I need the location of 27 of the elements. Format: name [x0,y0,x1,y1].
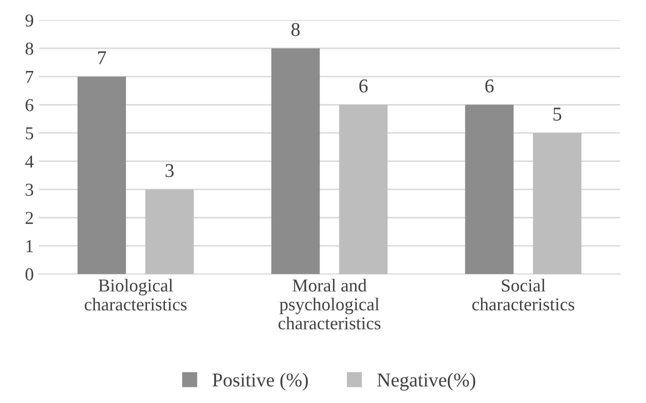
x-tick-label: Moral and psychological characteristics [278,278,380,330]
bar [339,104,388,274]
y-tick-label: 6 [26,99,34,112]
y-tick-label: 1 [26,240,33,252]
x-tick-label: Biological characteristics [84,278,187,311]
y-tick-label: 4 [25,156,34,168]
bar [532,132,582,274]
y-tick-label: 9 [25,14,34,27]
bar [78,76,126,274]
y-tick-label: 8 [26,42,34,55]
data-label: 8 [291,22,300,36]
data-label: 5 [553,108,562,121]
y-tick-label: 2 [26,212,33,224]
y-tick-label: 0 [26,268,34,280]
bar [145,189,194,274]
y-tick-label: 5 [26,127,34,140]
legend-label: Positive (%) [212,372,308,391]
data-label: 6 [485,79,494,92]
y-tick-label: 3 [26,184,34,196]
data-label: 3 [166,164,174,178]
legend-label: Negative(%) [377,372,476,391]
bar [271,48,320,274]
data-label: 6 [359,79,368,92]
data-label: 7 [98,51,106,64]
y-tick-label: 7 [26,71,34,83]
bar [465,104,514,274]
x-tick-label: Social characteristics [472,278,574,310]
